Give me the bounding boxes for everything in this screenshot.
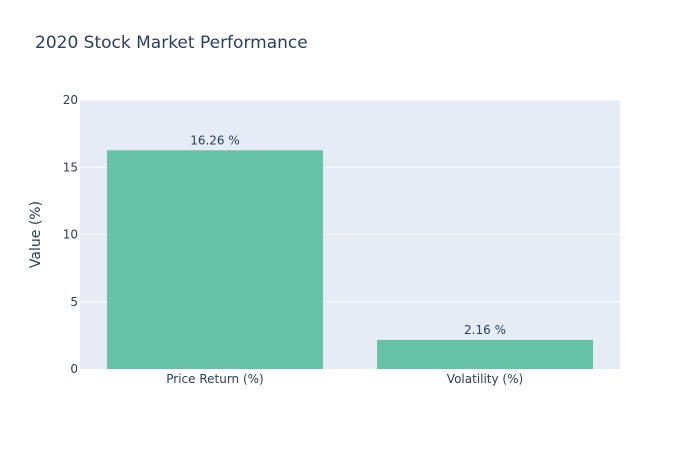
data-labels: 16.26 % 2.16 % [190, 133, 506, 337]
x-tick-label: Price Return (%) [166, 372, 264, 386]
y-axis-title: Value (%) [28, 201, 44, 268]
y-tick-label: 20 [63, 93, 78, 107]
y-axis-ticks: 0 5 10 15 20 [63, 93, 78, 376]
y-tick-label: 10 [63, 228, 78, 242]
y-tick-label: 5 [70, 295, 78, 309]
bar[interactable] [107, 150, 323, 369]
bar-data-label: 16.26 % [190, 133, 240, 147]
bar-data-label: 2.16 % [464, 323, 506, 337]
bar[interactable] [377, 339, 593, 369]
x-axis-ticks: Price Return (%) Volatility (%) [166, 372, 523, 386]
bars [107, 150, 593, 369]
x-tick-label: Volatility (%) [447, 372, 523, 386]
y-tick-label: 15 [63, 160, 78, 174]
y-tick-label: 0 [70, 362, 78, 376]
chart-title: 2020 Stock Market Performance [35, 33, 308, 53]
